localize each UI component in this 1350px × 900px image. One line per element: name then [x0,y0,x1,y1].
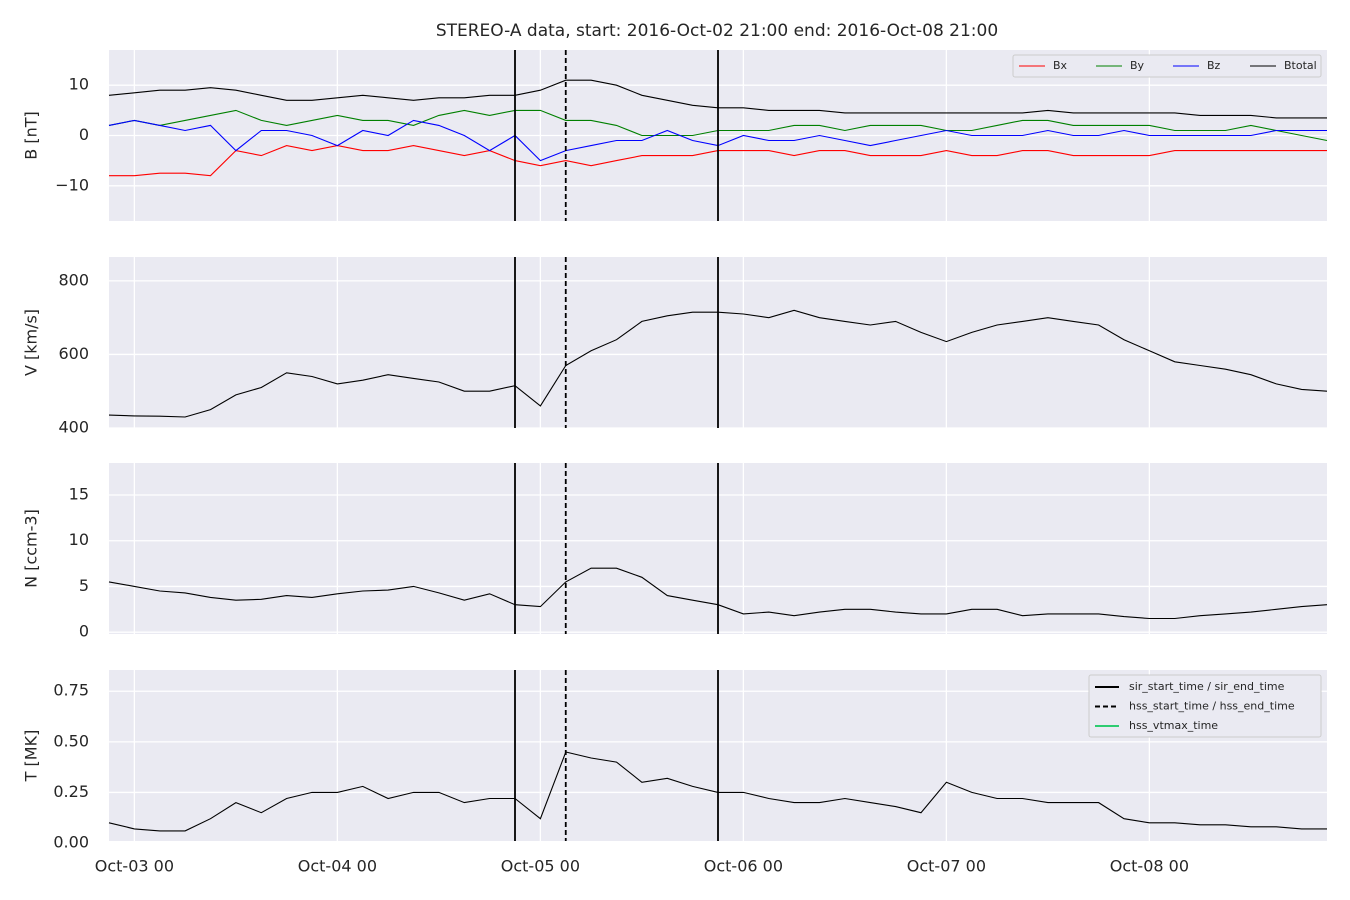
y-tick-label: 0 [79,125,89,144]
x-tick-label: Oct-03 00 [95,857,174,876]
legend-box [1012,54,1322,78]
y-tick-label: 5 [79,576,89,595]
legend-label: hss_vtmax_time [1129,719,1218,732]
y-tick-label: 0 [79,622,89,641]
y-tick-label: 800 [58,270,89,289]
x-tick-label: Oct-06 00 [704,857,783,876]
legend: sir_start_time / sir_end_time hss_start_t… [1088,674,1322,738]
y-tick-label: −10 [55,175,89,194]
x-tick-label: Oct-04 00 [298,857,377,876]
y-tick-label: 10 [69,75,89,94]
legend-label: By [1130,59,1145,72]
legend-label: Btotal [1284,59,1317,72]
y-axis-label: T [MK] [22,730,41,783]
legend-label: sir_start_time / sir_end_time [1129,680,1285,693]
x-tick-label: Oct-07 00 [907,857,986,876]
y-axis-label: N [ccm-3] [22,509,41,588]
x-tick-label: Oct-05 00 [501,857,580,876]
y-tick-label: 400 [58,418,89,437]
legend-label: Bz [1207,59,1221,72]
y-tick-label: 0.75 [53,681,89,700]
y-tick-label: 0.25 [53,782,89,801]
x-tick-label: Oct-08 00 [1110,857,1189,876]
y-tick-label: 0.50 [53,731,89,750]
legend-box [1088,674,1322,738]
y-axis-label: B [nT] [22,111,41,159]
y-tick-label: 600 [58,344,89,363]
y-tick-label: 10 [69,530,89,549]
y-tick-label: 0.00 [53,833,89,852]
y-tick-label: 15 [69,485,89,504]
legend-label: Bx [1053,59,1068,72]
legend: Bx By Bz Btotal [1012,54,1322,78]
y-axis-label: V [km/s] [22,309,41,376]
figure-title: STEREO-A data, start: 2016-Oct-02 21:00 … [436,21,998,41]
legend-label: hss_start_time / hss_end_time [1129,700,1295,713]
